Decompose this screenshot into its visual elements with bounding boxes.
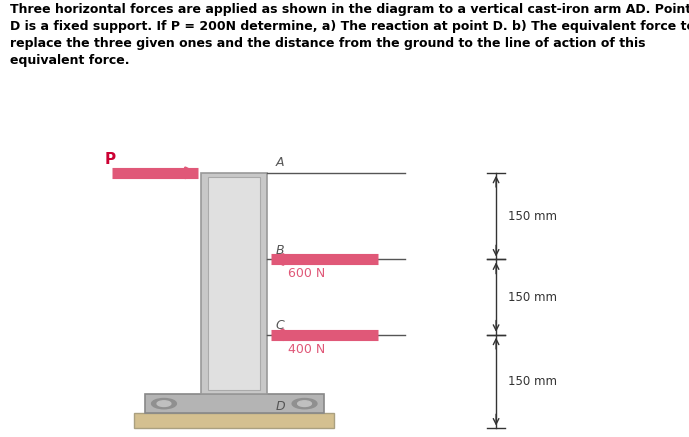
- Text: Three horizontal forces are applied as shown in the diagram to a vertical cast-i: Three horizontal forces are applied as s…: [10, 3, 689, 67]
- Text: P: P: [105, 152, 116, 166]
- Text: 600 N: 600 N: [288, 267, 325, 281]
- Bar: [208, 177, 260, 390]
- Circle shape: [298, 401, 311, 406]
- Circle shape: [152, 399, 176, 409]
- Bar: [145, 394, 324, 413]
- Bar: [201, 173, 267, 394]
- Text: 400 N: 400 N: [288, 343, 325, 356]
- Text: C: C: [276, 319, 285, 332]
- Text: 150 mm: 150 mm: [508, 210, 557, 222]
- Circle shape: [292, 399, 317, 409]
- Text: 150 mm: 150 mm: [508, 291, 557, 304]
- Text: D: D: [276, 400, 285, 413]
- Text: A: A: [276, 156, 284, 169]
- Circle shape: [157, 401, 171, 406]
- Text: 150 mm: 150 mm: [508, 375, 557, 388]
- Bar: [134, 413, 334, 428]
- Text: B: B: [276, 244, 285, 257]
